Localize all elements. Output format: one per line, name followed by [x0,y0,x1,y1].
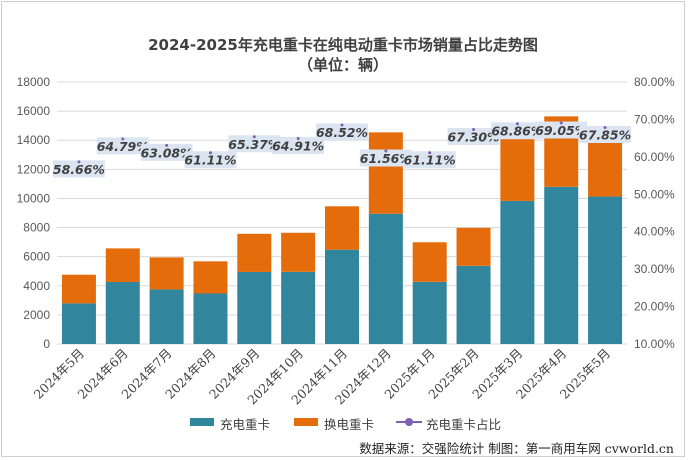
y-right-tick-label: 30.00% [634,262,675,276]
share-point [559,121,563,125]
share-data-label: 68.52% [316,125,368,140]
y-left-tick-label: 18000 [17,75,51,89]
legend-label-share: 充电重卡占比 [426,417,502,432]
share-data-label: 64.91% [272,138,324,153]
bar-swapping [105,248,140,282]
share-point [384,149,388,153]
bar-charging [544,186,579,344]
share-point [121,137,125,141]
y-left-tick-label: 16000 [17,104,51,118]
y-left-tick-label: 8000 [23,221,50,235]
y-right-tick-label: 80.00% [634,75,675,89]
share-data-label: 64.79% [97,139,149,154]
bar-swapping [61,274,96,304]
y-left-tick-label: 2000 [23,308,50,322]
y-left-tick-label: 6000 [23,250,50,264]
y-left-tick-label: 14000 [17,133,51,147]
share-point [603,125,607,129]
legend-dot-share [405,418,413,426]
share-data-label: 67.30% [447,130,499,145]
chart-title: 2024-2025年充电重卡在纯电动重卡市场销量占比走势图 [148,36,538,54]
share-data-label: 68.86% [491,124,543,139]
share-label-box [403,151,456,169]
y-right-tick-label: 60.00% [634,150,675,164]
share-point [340,123,344,127]
share-point [208,151,212,155]
bar-charging [500,200,535,344]
share-point [515,122,519,126]
y-right-tick-label: 50.00% [634,187,675,201]
share-label-box [316,123,368,141]
bar-charging [105,281,140,344]
bar-charging [588,196,623,344]
bar-swapping [325,206,359,250]
bar-charging [281,271,316,344]
bar-swapping [193,261,228,294]
bar-charging [237,271,272,344]
share-label-box [359,149,412,167]
share-point [77,160,81,164]
bar-charging [193,293,228,344]
share-label-box [96,137,149,155]
y-right-tick-label: 70.00% [634,112,675,126]
bar-charging [149,289,184,344]
share-point [472,128,476,132]
share-point [428,151,432,155]
share-point [252,135,256,139]
y-left-tick-label: 10000 [17,191,51,205]
legend-label-swapping: 换电重卡 [324,417,375,432]
y-right-tick-label: 20.00% [634,300,675,314]
y-left-tick-label: 4000 [23,279,50,293]
share-data-label: 61.11% [184,153,236,168]
share-label-box [140,143,193,161]
share-point [165,143,169,147]
share-point [296,136,300,140]
bar-charging [368,213,403,344]
share-data-label: 61.56% [360,151,412,166]
bar-swapping [281,232,316,272]
bar-charging [456,265,491,344]
share-label-box [184,151,237,169]
legend-swatch-swapping [294,418,318,426]
share-label-box [228,135,281,153]
share-label-box [535,121,588,139]
bar-charging [325,249,359,344]
share-label-box [52,160,105,178]
share-data-label: 69.05% [535,123,587,138]
share-data-label: 67.85% [579,127,631,142]
share-data-label: 65.37% [228,137,280,152]
legend-label-charging: 充电重卡 [220,417,271,432]
share-data-label: 61.11% [404,153,456,168]
bar-swapping [500,136,535,201]
share-label-box [272,136,325,154]
y-right-tick-label: 10.00% [634,337,675,351]
y-left-tick-label: 12000 [17,162,51,176]
bar-swapping [368,132,403,214]
share-label-box [491,122,544,140]
bar-swapping [149,257,184,290]
bar-charging [412,281,447,344]
share-data-label: 63.08% [141,145,193,160]
y-right-tick-label: 40.00% [634,225,675,239]
bar-swapping [237,233,272,272]
share-label-box [447,128,500,146]
bar-charging [61,303,96,344]
share-label-box [579,125,632,143]
chart-subtitle: （单位：辆） [297,56,388,74]
legend-swatch-charging [190,418,214,426]
source-note: 数据来源：交强险统计 制图：第一商用车网 cvworld.cn [359,441,674,456]
bar-swapping [456,227,491,266]
y-left-tick-label: 0 [43,337,50,351]
bar-swapping [412,242,447,282]
share-data-label: 58.66% [53,162,105,177]
